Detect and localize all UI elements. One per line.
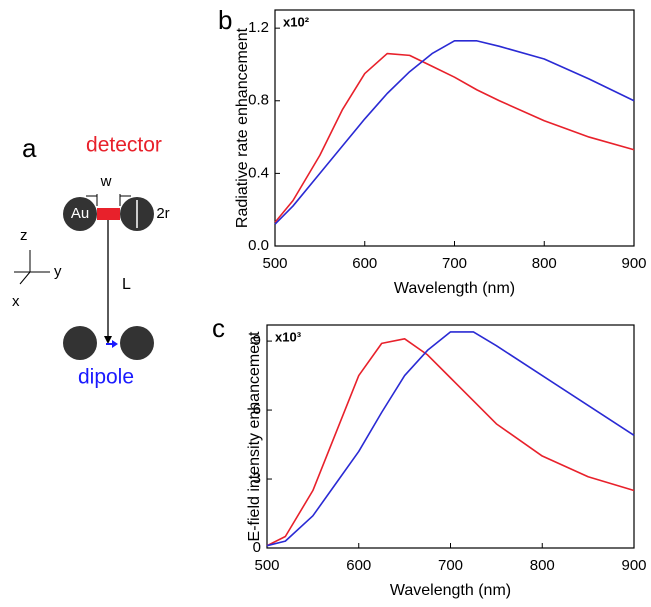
multiplier: x10³	[275, 329, 302, 344]
panel-label: b	[218, 5, 232, 35]
axis-arrow	[19, 271, 31, 285]
x-tick-label: 900	[621, 557, 646, 574]
dipole-arrow	[112, 340, 118, 348]
panel-label: a	[22, 133, 37, 163]
x-tick-label: 500	[262, 255, 287, 272]
y-tick-label: 6	[253, 401, 261, 418]
x-axis-title: Wavelength (nm)	[394, 280, 515, 297]
plot-frame	[266, 324, 635, 549]
x-axis-title: Wavelength (nm)	[390, 582, 511, 599]
y-tick-label: 0.4	[248, 164, 269, 181]
series-line	[274, 40, 635, 225]
dipole-label: dipole	[78, 366, 134, 389]
axis-label: z	[20, 227, 28, 244]
x-tick-label: 900	[621, 255, 646, 272]
gap-label: w	[100, 173, 112, 190]
series-line	[266, 331, 635, 547]
particle	[120, 326, 154, 360]
distance-label: L	[122, 276, 131, 293]
multiplier: x10²	[283, 14, 310, 29]
y-tick-label: 3	[253, 470, 261, 487]
particle	[63, 197, 97, 231]
x-tick-label: 600	[346, 557, 371, 574]
y-tick-label: 0.0	[248, 237, 269, 254]
x-tick-label: 600	[352, 255, 377, 272]
axis-label: y	[54, 263, 62, 280]
series-line	[274, 52, 635, 223]
x-tick-label: 500	[254, 557, 279, 574]
material-label: Au	[71, 205, 89, 222]
x-tick-label: 800	[532, 255, 557, 272]
detector-label: detector	[86, 134, 162, 157]
y-tick-label: 1.2	[248, 19, 269, 36]
y-axis-title: E-field intensity enhancement	[246, 331, 263, 541]
y-axis-title: Radiative rate enhancement	[234, 27, 251, 228]
x-tick-label: 700	[442, 255, 467, 272]
y-tick-label: 0	[253, 539, 261, 556]
series-line	[266, 337, 635, 547]
y-tick-label: 9	[253, 332, 261, 349]
y-tick-label: 0.8	[248, 92, 269, 109]
diagram: a detector Au w 2r L dipole z y x	[12, 133, 170, 389]
panel-label: c	[212, 313, 225, 343]
detector	[97, 208, 120, 220]
x-tick-label: 700	[438, 557, 463, 574]
particle	[63, 326, 97, 360]
diameter-label: 2r	[156, 205, 169, 222]
x-tick-label: 800	[530, 557, 555, 574]
plot-frame	[274, 9, 635, 247]
arrow-head	[104, 336, 112, 344]
axis-label: x	[12, 293, 20, 310]
